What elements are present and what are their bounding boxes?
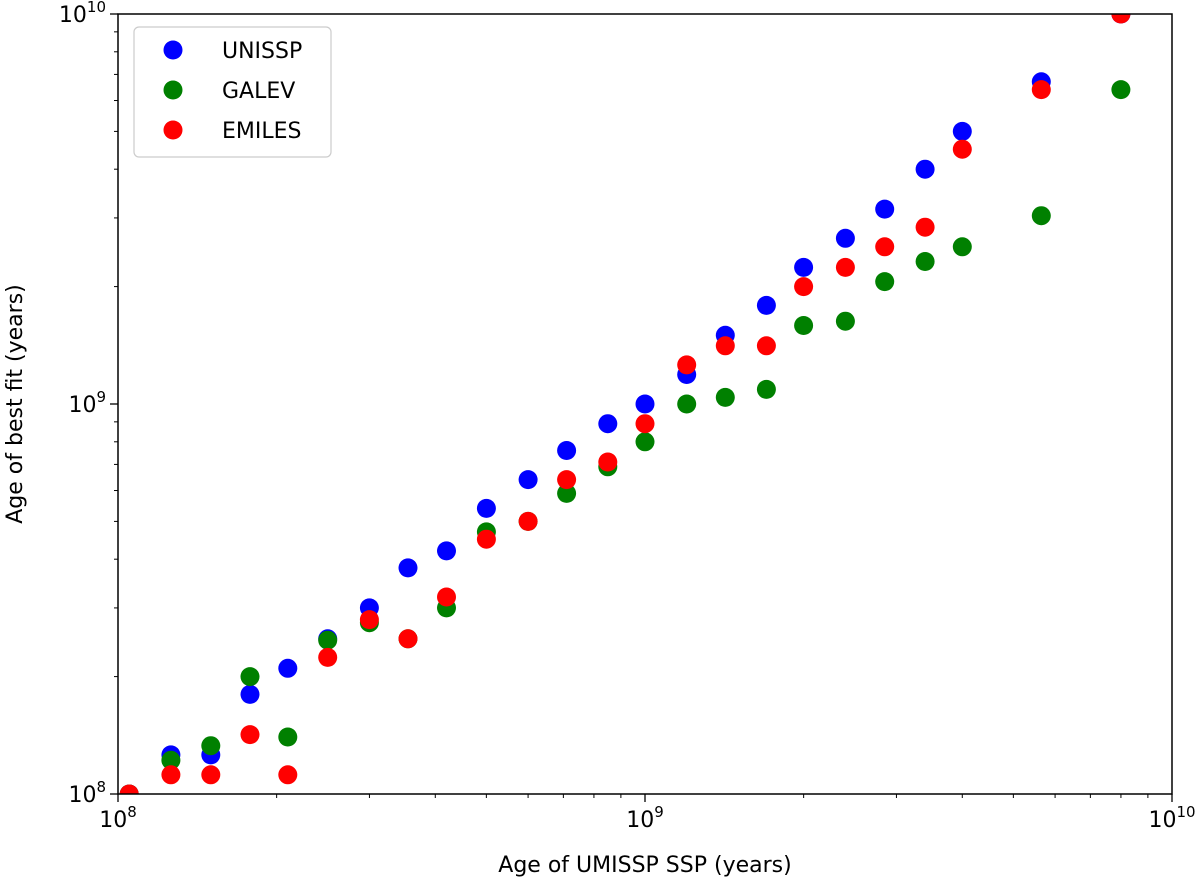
galev-point-15 bbox=[715, 387, 735, 407]
galev-point-4 bbox=[278, 727, 298, 747]
galev-point-17 bbox=[794, 316, 814, 335]
galev-point-3 bbox=[240, 667, 260, 687]
unissp-point-13 bbox=[635, 394, 655, 414]
emiles-point-12 bbox=[598, 452, 618, 472]
galev-point-2 bbox=[201, 736, 221, 756]
unissp-point-16 bbox=[756, 295, 776, 315]
legend-box bbox=[133, 26, 332, 158]
emiles-point-5 bbox=[318, 647, 338, 667]
emiles-point-17 bbox=[794, 277, 814, 297]
galev-point-1 bbox=[161, 750, 181, 770]
x-axis-label: Age of UMISSP SSP (years) bbox=[498, 853, 791, 878]
y-axis-label: Age of best fit (years) bbox=[3, 284, 28, 524]
unissp-point-20 bbox=[915, 159, 935, 179]
emiles-point-1 bbox=[161, 765, 181, 785]
y-tick-label-0: 108 bbox=[68, 778, 106, 808]
legend-marker-emiles bbox=[163, 120, 183, 140]
y-axis-ticks: 108 109 1010 bbox=[59, 0, 118, 808]
y-tick-label-1: 109 bbox=[68, 388, 106, 418]
unissp-point-4 bbox=[278, 658, 298, 678]
emiles-point-3 bbox=[240, 725, 260, 745]
emiles-point-0 bbox=[119, 784, 139, 794]
emiles-point-18 bbox=[835, 257, 855, 277]
unissp-point-11 bbox=[557, 441, 577, 460]
galev-point-19 bbox=[875, 272, 895, 292]
emiles-point-9 bbox=[476, 529, 496, 549]
emiles-point-7 bbox=[398, 629, 418, 649]
unissp-point-10 bbox=[518, 470, 538, 490]
legend-marker-unissp bbox=[163, 40, 183, 60]
legend-label-unissp: UNISSP bbox=[222, 39, 302, 64]
y-tick-label-2: 1010 bbox=[59, 0, 106, 28]
legend-label-emiles: EMILES bbox=[222, 119, 302, 144]
emiles-point-19 bbox=[875, 237, 895, 257]
galev-point-22 bbox=[1031, 206, 1051, 226]
unissp-point-7 bbox=[398, 558, 418, 578]
galev-point-23 bbox=[1111, 80, 1131, 100]
emiles-point-2 bbox=[201, 765, 221, 785]
unissp-point-18 bbox=[835, 228, 855, 248]
emiles-point-14 bbox=[677, 355, 697, 375]
unissp-point-12 bbox=[598, 414, 618, 434]
emiles-point-15 bbox=[715, 336, 735, 356]
data-points bbox=[119, 14, 1131, 794]
emiles-point-22 bbox=[1031, 80, 1051, 100]
galev-point-21 bbox=[952, 237, 972, 257]
emiles-point-10 bbox=[518, 511, 538, 531]
unissp-point-21 bbox=[952, 121, 972, 141]
galev-point-14 bbox=[677, 394, 697, 414]
emiles-point-8 bbox=[437, 587, 456, 607]
unissp-point-8 bbox=[437, 541, 456, 561]
legend: UNISSP GALEV EMILES bbox=[133, 26, 332, 158]
galev-point-13 bbox=[635, 432, 655, 452]
x-axis-ticks: 108 109 1010 bbox=[99, 794, 1196, 833]
unissp-point-9 bbox=[476, 498, 496, 518]
x-tick-label-1: 109 bbox=[626, 803, 664, 833]
legend-marker-galev bbox=[163, 80, 183, 100]
legend-label-galev: GALEV bbox=[222, 79, 295, 104]
unissp-point-17 bbox=[794, 257, 814, 277]
emiles-point-4 bbox=[278, 765, 298, 785]
galev-point-20 bbox=[915, 252, 935, 271]
x-tick-label-2: 1010 bbox=[1148, 803, 1195, 833]
unissp-point-19 bbox=[875, 199, 895, 219]
emiles-point-13 bbox=[635, 414, 655, 434]
galev-point-11 bbox=[557, 483, 577, 503]
emiles-point-6 bbox=[359, 610, 379, 630]
emiles-point-21 bbox=[952, 139, 972, 159]
galev-point-5 bbox=[318, 630, 338, 650]
galev-point-16 bbox=[756, 379, 776, 399]
emiles-point-20 bbox=[915, 217, 935, 237]
emiles-point-23 bbox=[1111, 14, 1131, 24]
emiles-point-11 bbox=[557, 470, 577, 490]
galev-point-18 bbox=[835, 311, 855, 331]
x-tick-label-0: 108 bbox=[99, 803, 137, 833]
emiles-point-16 bbox=[756, 336, 776, 356]
unissp-point-3 bbox=[240, 684, 260, 704]
